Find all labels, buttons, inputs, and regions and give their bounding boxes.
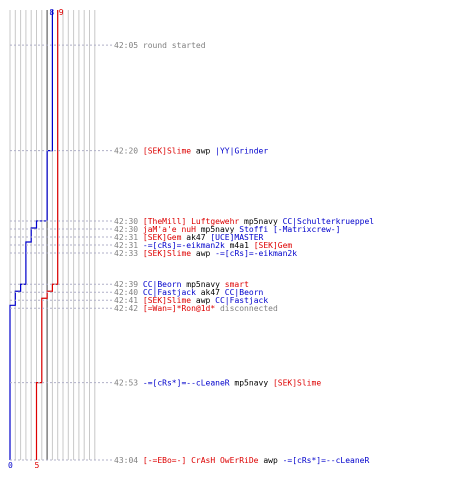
log-text: |YY|Grinder: [215, 147, 268, 156]
count-labels: 8 9 0 5: [8, 8, 64, 470]
log-entry: 42:05 round started: [114, 41, 206, 50]
team-series: [9, 10, 59, 460]
log-entry: 42:20 [SEK]Slime awp |YY|Grinder: [114, 147, 268, 156]
event-connectors: [10, 44, 112, 461]
log-text: CC|Beorn: [143, 280, 182, 289]
log-text: m4a1: [225, 241, 254, 250]
log-entry: 42:31 [SEK]Gem ak47 [UCE]MASTER: [114, 233, 264, 242]
log-text: [TheMill] Luftgewehr: [143, 217, 240, 226]
bottom-count-label: 5: [35, 461, 40, 470]
log-text: -=[cRs*]=--cLeaneR: [143, 379, 230, 388]
log-timestamp: 42:20: [114, 147, 143, 156]
log-text: Stoffi [-Matrixcrew-]: [239, 225, 340, 234]
log-text: [-=EBo=-] CrAsH OwErRiDe: [143, 456, 259, 465]
log-entry: 42:40 CC|Fastjack ak47 CC|Beorn: [114, 288, 264, 297]
log-entry: 42:42 [=Wan=]*Ron@1d* disconnected: [114, 304, 278, 313]
log-text: -=[cRs]=-eikman2k: [143, 241, 225, 250]
log-text: [SEK]Gem: [143, 233, 182, 242]
log-text: mp5navy: [230, 379, 273, 388]
log-text: -=[cRs]=-eikman2k: [215, 249, 297, 258]
log-timestamp: 42:31: [114, 241, 143, 250]
log-text: mp5navy: [239, 217, 282, 226]
log-timestamp: 42:53: [114, 379, 143, 388]
log-timestamp: 42:41: [114, 296, 143, 305]
log-text: [=Wan=]*Ron@1d*: [143, 304, 215, 313]
log-text: mp5navy: [181, 280, 224, 289]
log-timestamp: 42:05: [114, 41, 143, 50]
log-text: [SEK]Slime: [143, 296, 191, 305]
log-entry: 42:39 CC|Beorn mp5navy smart: [114, 280, 249, 289]
log-entry: 42:53 -=[cRs*]=--cLeaneR mp5navy [SEK]Sl…: [114, 379, 321, 388]
log-entry: 43:04 [-=EBo=-] CrAsH OwErRiDe awp -=[cR…: [114, 456, 369, 465]
log-entry: 42:31 -=[cRs]=-eikman2k m4a1 [SEK]Gem: [114, 241, 292, 250]
top-count-label: 9: [59, 8, 64, 17]
log-timestamp: 42:33: [114, 249, 143, 258]
log-text: CC|Schulterkrueppel: [283, 217, 375, 226]
log-entry: 42:41 [SEK]Slime awp CC|Fastjack: [114, 296, 268, 305]
log-text: awp: [259, 456, 283, 465]
log-timestamp: 43:04: [114, 456, 143, 465]
log-text: round started: [143, 41, 206, 50]
top-count-label: 8: [49, 8, 54, 17]
log-timestamp: 42:39: [114, 280, 143, 289]
log-text: awp: [191, 296, 215, 305]
log-timestamp: 42:40: [114, 288, 143, 297]
log-timestamp: 42:42: [114, 304, 143, 313]
log-timestamp: 42:30: [114, 217, 143, 226]
log-text: awp: [191, 147, 215, 156]
log-text: CC|Fastjack: [215, 296, 268, 305]
log-text: [SEK]Slime: [143, 249, 191, 258]
series-line-0: [9, 10, 53, 460]
log-text: [SEK]Slime: [143, 147, 191, 156]
event-log: 42:05 round started 42:20 [SEK]Slime awp …: [114, 41, 374, 465]
log-text: disconnected: [215, 304, 278, 313]
log-timestamp: 42:30: [114, 225, 143, 234]
log-text: [SEK]Gem: [254, 241, 293, 250]
log-text: ak47: [181, 233, 210, 242]
grid-lines: [9, 10, 96, 460]
log-text: -=[cRs*]=--cLeaneR: [283, 456, 370, 465]
log-text: [UCE]MASTER: [210, 233, 263, 242]
log-text: [SEK]Slime: [273, 379, 321, 388]
log-text: CC|Beorn: [225, 288, 264, 297]
log-timestamp: 42:31: [114, 233, 143, 242]
bottom-count-label: 0: [8, 461, 13, 470]
log-text: mp5navy: [196, 225, 239, 234]
log-text: CC|Fastjack: [143, 288, 196, 297]
log-entry: 42:30 [TheMill] Luftgewehr mp5navy CC|Sc…: [114, 217, 374, 226]
log-text: ak47: [196, 288, 225, 297]
log-text: awp: [191, 249, 215, 258]
log-text: jaM'a'e nuH: [143, 225, 196, 234]
log-entry: 42:30 jaM'a'e nuH mp5navy Stoffi [-Matri…: [114, 225, 340, 234]
log-text: smart: [225, 280, 249, 289]
log-entry: 42:33 [SEK]Slime awp -=[cRs]=-eikman2k: [114, 249, 297, 258]
